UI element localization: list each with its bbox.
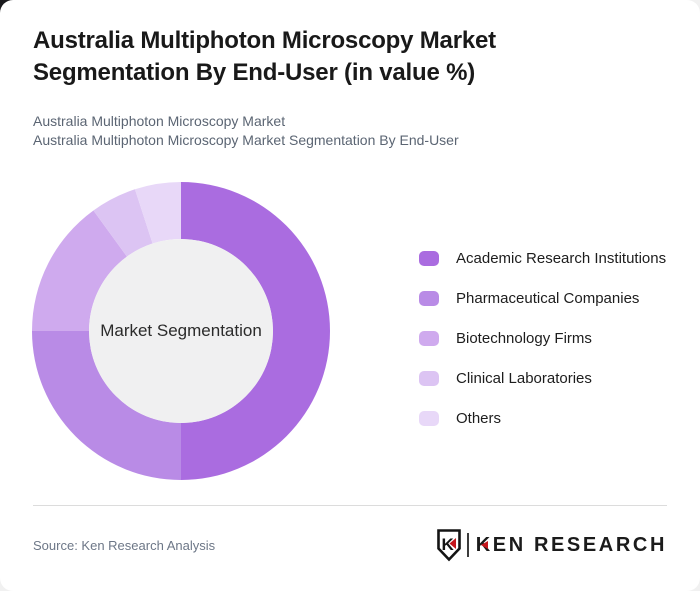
ken-logo-shield-icon: K bbox=[436, 529, 461, 562]
footer-divider bbox=[33, 505, 667, 506]
legend-label: Pharmaceutical Companies bbox=[456, 290, 640, 307]
donut-segment-academic-research-institutions bbox=[181, 182, 330, 480]
ken-logo-wordmark: KEN RESEARCH bbox=[476, 535, 667, 555]
donut-segment-pharmaceutical-companies bbox=[32, 331, 181, 480]
legend-swatch-icon bbox=[419, 371, 439, 386]
legend-item-others: Others bbox=[419, 410, 666, 427]
chart-title: Australia Multiphoton Microscopy Market … bbox=[33, 27, 496, 86]
legend-label: Academic Research Institutions bbox=[456, 250, 667, 267]
wordmark-red-triangle-icon bbox=[480, 540, 488, 549]
donut-hole bbox=[89, 239, 273, 423]
legend-item-biotechnology-firms: Biotechnology Firms bbox=[419, 330, 666, 347]
legend-item-academic-research-institutions: Academic Research Institutions bbox=[419, 250, 666, 267]
legend-label: Others bbox=[456, 410, 502, 427]
legend-item-clinical-laboratories: Clinical Laboratories bbox=[419, 370, 666, 387]
shield-red-triangle-icon bbox=[449, 538, 456, 549]
donut-chart: Market Segmentation bbox=[31, 181, 331, 481]
legend-label: Clinical Laboratories bbox=[456, 370, 592, 387]
donut-segment-clinical-laboratories bbox=[93, 189, 153, 257]
ken-research-logo: K KEN RESEARCH bbox=[436, 527, 667, 563]
legend-label: Biotechnology Firms bbox=[456, 330, 592, 347]
chart-subtitle-line2: Australia Multiphoton Microscopy Market … bbox=[33, 132, 459, 148]
legend-swatch-icon bbox=[419, 251, 439, 266]
legend-swatch-icon bbox=[419, 411, 439, 426]
donut-segment-biotechnology-firms bbox=[32, 210, 127, 331]
chart-subtitle-line1: Australia Multiphoton Microscopy Market bbox=[33, 113, 286, 129]
legend-swatch-icon bbox=[419, 291, 439, 306]
legend-swatch-icon bbox=[419, 331, 439, 346]
legend: Academic Research Institutions Pharmaceut… bbox=[419, 250, 666, 427]
donut-segment-others bbox=[134, 182, 181, 244]
ken-logo-wordmark-text: KEN RESEARCH bbox=[475, 534, 667, 556]
logo-separator bbox=[466, 533, 469, 557]
donut-chart-svg bbox=[32, 182, 330, 480]
ken-logo-shield-monogram: K bbox=[441, 535, 454, 554]
legend-item-pharmaceutical-companies: Pharmaceutical Companies bbox=[419, 290, 666, 307]
source-text: Source: Ken Research Analysis bbox=[33, 538, 216, 553]
